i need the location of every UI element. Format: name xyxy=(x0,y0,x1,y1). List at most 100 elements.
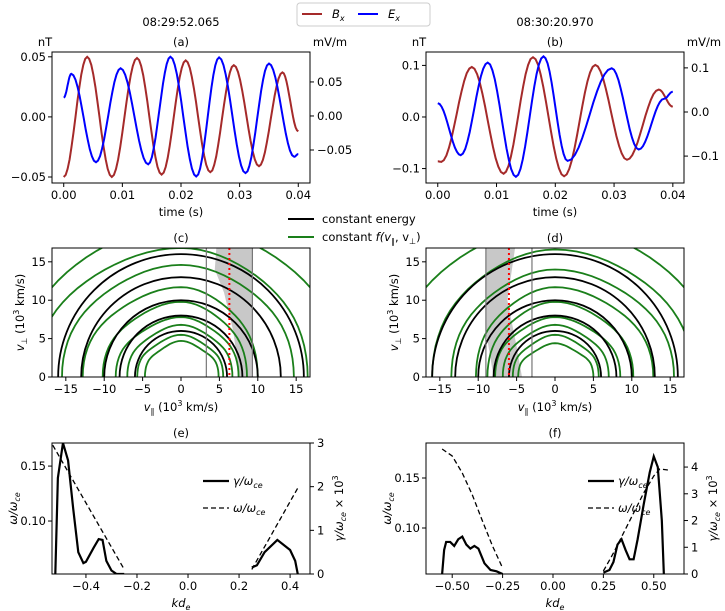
panel-title: (f) xyxy=(548,426,561,440)
x-axis-label: time (s) xyxy=(159,205,204,219)
y-tick-label: 10 xyxy=(405,293,420,307)
constant-f-contour xyxy=(431,248,684,377)
x-tick-label: 0 xyxy=(177,382,184,396)
y-axis-unit-right: mV/m xyxy=(687,35,721,49)
x-tick-label: 0.04 xyxy=(285,188,311,202)
constant-energy-circle xyxy=(134,330,228,377)
legend-top: Bx Ex xyxy=(296,2,431,27)
constant-energy-circle xyxy=(431,253,679,377)
plot-area xyxy=(52,248,310,377)
plot-area xyxy=(52,443,299,574)
constant-f-contour xyxy=(475,286,655,377)
y-tick-label: 0.15 xyxy=(394,471,420,485)
x-tick-label: 5 xyxy=(590,382,597,396)
y-tick-label: 0.0 xyxy=(402,110,420,124)
legend-gamma-label: γ/ωce xyxy=(618,474,648,490)
y-tick-label: 5 xyxy=(39,332,46,346)
resonance-shading xyxy=(214,248,253,377)
x-axis-label: kde xyxy=(546,596,565,611)
legend-energy-label: constant energy xyxy=(322,212,416,226)
x-tick-label: 5 xyxy=(216,382,223,396)
omega-dispersion-line xyxy=(52,444,125,570)
constant-energy-circle xyxy=(508,330,602,377)
panel-title: (a) xyxy=(173,35,189,49)
axes-frame xyxy=(51,442,311,575)
x-tick-label: −10 xyxy=(92,382,116,396)
panel-a: (a) 08:29:52.065 nT mV/m time (s) 0.00 0.01 0.0… xyxy=(11,15,353,219)
timestamp: 08:30:20.970 xyxy=(516,15,593,29)
timestamp: 08:29:52.065 xyxy=(142,15,219,29)
y2-tick-label: 0 xyxy=(691,567,698,581)
x-tick-label: 15 xyxy=(289,382,304,396)
x-tick-label: −15 xyxy=(428,382,452,396)
panel-title: (e) xyxy=(173,426,189,440)
omega-dispersion-line xyxy=(251,487,299,570)
panel-b: (b) 08:30:20.970 nT mV/m time (s) 0.00 0.01 0.0… xyxy=(392,15,721,219)
x-tick-label: −0.50 xyxy=(435,579,470,593)
y2-tick-label: −0.05 xyxy=(317,143,352,157)
x-tick-label: −0.2 xyxy=(123,579,151,593)
y2-tick-label: 4 xyxy=(691,460,698,474)
x-tick-label: 0.03 xyxy=(601,188,627,202)
constant-f-contour xyxy=(511,333,600,377)
plot-area xyxy=(426,248,684,377)
x-tick-label: 0.25 xyxy=(591,579,617,593)
panel-title: (c) xyxy=(173,231,188,245)
y-tick-label: −0.1 xyxy=(392,162,420,176)
constant-f-contour xyxy=(126,323,234,377)
constant-f-contour xyxy=(114,316,240,377)
series-bx-line xyxy=(62,55,299,179)
legend-omega-label: ω/ωce xyxy=(618,501,651,517)
constant-f-contour xyxy=(52,248,309,377)
y2-tick-label: 0.00 xyxy=(317,109,343,123)
x-tick-label: 0.04 xyxy=(660,188,686,202)
gamma-growth-line xyxy=(251,538,299,574)
constant-energy-circle xyxy=(118,314,244,377)
x-tick-label: 0.50 xyxy=(641,579,667,593)
constant-energy-circle xyxy=(80,276,282,377)
y-tick-label: −0.05 xyxy=(11,170,46,184)
x-tick-label: 0.02 xyxy=(168,188,194,202)
constant-f-contour xyxy=(517,342,595,377)
x-axis-label: v∥ (103 km/s) xyxy=(144,399,219,416)
gamma-growth-line xyxy=(602,452,665,574)
x-tick-label: −10 xyxy=(466,382,490,396)
y-axis-unit-left: nT xyxy=(412,35,427,49)
y-axis-unit-right: mV/m xyxy=(313,35,347,49)
y-axis-label: ω/ωce xyxy=(6,492,22,525)
y-tick-label: 0 xyxy=(413,370,420,384)
constant-energy-circle xyxy=(103,299,259,377)
x-tick-label: −5 xyxy=(134,382,151,396)
legend-gamma-label: γ/ωce xyxy=(233,474,263,490)
y-tick-label: 0.05 xyxy=(20,50,46,64)
y-axis-label: v⊥ (103 km/s) xyxy=(386,274,403,352)
y-tick-label: 0 xyxy=(39,370,46,384)
y2-tick-label: 2 xyxy=(691,514,698,528)
constant-f-contour xyxy=(450,268,675,377)
x-tick-label: 0.03 xyxy=(227,188,253,202)
series-ex-line xyxy=(63,55,299,178)
y2-tick-label: 0.1 xyxy=(691,61,709,75)
panel-e: (e) γ/ωce ω/ωce kde ω/ωce γ/ωce × 103 −0.4 −0.2… xyxy=(6,426,348,611)
series-bx-line xyxy=(437,55,674,178)
panel-f: (f) γ/ωce ω/ωce kde ω/ωce γ/ωce × 103 −0.50 −0.… xyxy=(380,426,722,611)
legend-bx-label: Bx xyxy=(332,7,345,23)
constant-energy-circle xyxy=(57,253,305,377)
y-tick-label: 5 xyxy=(413,332,420,346)
axes-frame xyxy=(425,442,685,575)
gamma-growth-line xyxy=(54,443,125,574)
x-tick-label: 0.2 xyxy=(230,579,248,593)
y-tick-label: 15 xyxy=(405,255,420,269)
x-tick-label: 0 xyxy=(551,382,558,396)
y2-tick-label: 0.0 xyxy=(691,105,709,119)
constant-f-contour xyxy=(61,263,295,377)
omega-dispersion-line xyxy=(441,448,504,569)
plot-area xyxy=(62,55,299,179)
y-tick-label: 0.00 xyxy=(20,110,46,124)
y2-tick-label: 3 xyxy=(691,487,698,501)
y-axis-label: v⊥ (103 km/s) xyxy=(12,274,29,352)
x-tick-label: 15 xyxy=(663,382,678,396)
x-axis-label: time (s) xyxy=(533,205,578,219)
x-tick-label: 0.00 xyxy=(540,579,566,593)
x-tick-label: −5 xyxy=(508,382,525,396)
